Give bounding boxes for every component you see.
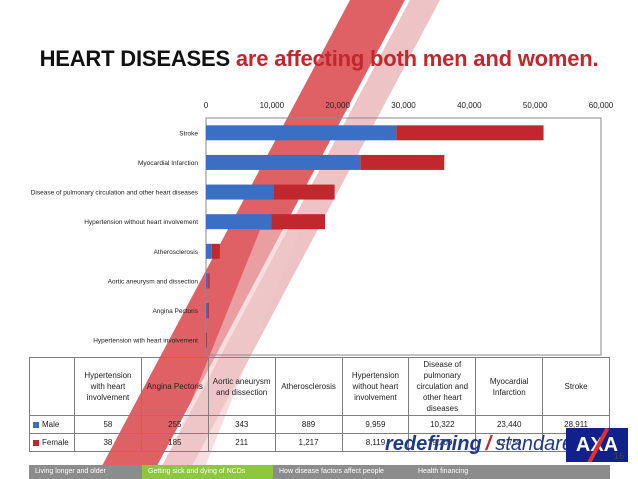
bar-female [360,154,445,170]
bar-female [271,214,326,230]
bar-female [207,303,209,319]
table-header-cell: Aortic aneurysm and dissection [207,357,276,416]
table-cell: 211 [207,433,276,452]
table-header-cell: Hypertension with heart involvement [74,357,142,416]
footer-tab-living-longer[interactable]: Living longer and older [29,465,142,479]
legend-female: Female [29,433,75,452]
table-cell: 38 [74,433,142,452]
brand-slash: / [485,433,492,455]
x-tick-label: 20,000 [325,101,350,110]
table-corner-cell [29,357,75,416]
table-cell: 185 [140,433,209,452]
bar-male [206,214,272,230]
category-label: Atherosclerosis [154,249,199,256]
table-header-cell: Myocardial Infarction [475,357,544,416]
bar-male [206,184,274,200]
category-label: Hypertension without heart involvement [84,219,198,226]
legend-key-female [33,439,39,446]
legend-label-female: Female [42,438,69,447]
x-tick-label: 40,000 [457,101,482,110]
category-label: Disease of pulmonary circulation and oth… [31,190,199,197]
table-header-cell: Atherosclerosis [274,357,343,416]
table-row-male: Male 58 255 343 889 9,959 10,322 23,440 … [29,415,610,434]
table-cell: 1,217 [274,433,343,452]
table-cell: 889 [274,415,343,434]
bar-female [208,273,210,289]
x-tick-label: 0 [204,101,209,110]
bar-male [206,332,207,348]
title-red-part: are affecting both men and women. [235,46,599,71]
footer-tab-disease-factors[interactable]: How disease factors affect people [273,465,412,479]
legend-key-male [33,421,39,428]
x-tick-label: 60,000 [589,101,614,110]
category-label: Stroke [179,130,198,137]
bar-female [211,243,220,259]
plot-area-frame [205,117,602,356]
x-tick-label: 50,000 [523,101,548,110]
category-label: Aortic aneurysm and dissection [108,278,199,285]
table-cell: 10,322 [408,415,477,434]
table-cell: 8,119 [341,433,410,452]
bar-female [273,184,335,200]
table-cell: 9,959 [341,415,410,434]
table-header-row: Hypertension with heart involvement Angi… [29,357,610,416]
table-header-cell: Hypertension without heart involvement [341,357,410,416]
page-number: 16 [614,451,625,461]
brand-word-standards: standards [495,433,584,455]
table-cell: 58 [74,415,142,434]
table-header-cell: Angina Pectoris [140,357,209,416]
footer-nav: Living longer and older Getting sick and… [29,465,610,479]
bar-male [206,303,208,319]
bar-female [396,125,544,141]
category-label: Angina Pectoris [152,308,198,315]
page-title: HEART DISEASES are affecting both men an… [0,46,638,72]
footer-tab-getting-sick[interactable]: Getting sick and dying of NCDs [142,465,273,479]
category-label: Hypertension with heart involvement [93,338,198,345]
bar-female [206,332,207,348]
x-tick-label: 10,000 [260,101,285,110]
title-bold-part: HEART DISEASES [39,46,231,71]
bar-male [206,273,209,289]
table-cell: 343 [207,415,276,434]
table-cell: 23,440 [475,415,544,434]
data-table: Hypertension with heart involvement Angi… [29,357,610,452]
footer-tab-health-financing[interactable]: Health financing [412,465,610,479]
brand-tagline: redefining / standards [385,433,583,456]
bar-male [206,154,361,170]
legend-male: Male [29,415,75,434]
brand-word-redefining: redefining [385,433,482,455]
bar-male [206,243,212,259]
table-cell: 255 [140,415,209,434]
x-tick-label: 30,000 [391,101,416,110]
table-header-cell: Disease of pulmonary circulation and oth… [408,357,477,416]
category-label: Myocardial Infarction [138,160,198,167]
legend-label-male: Male [42,420,60,429]
axa-logo: AXA [566,428,628,462]
table-header-cell: Stroke [542,357,610,416]
bar-male [206,125,397,141]
